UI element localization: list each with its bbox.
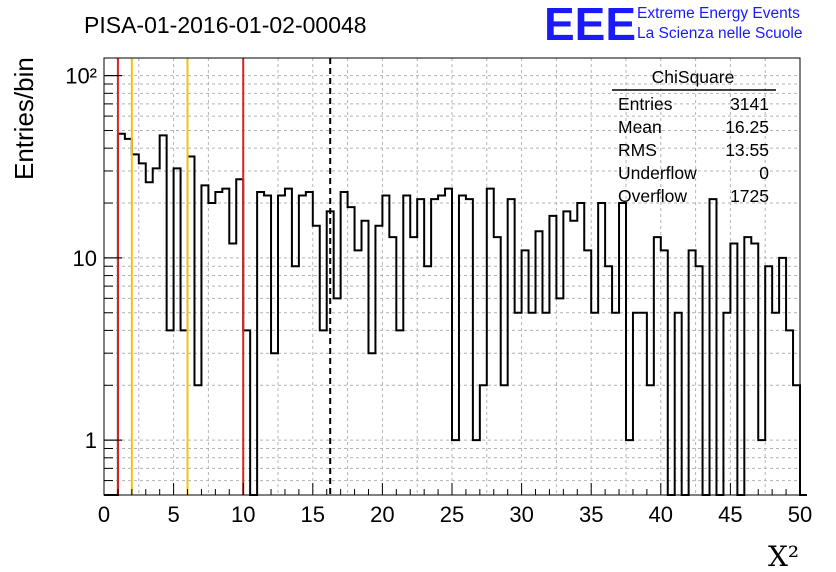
y-tick-label: 10: [73, 246, 97, 271]
stats-label: Mean: [618, 117, 662, 137]
chart-title: PISA-01-2016-01-02-00048: [84, 12, 367, 38]
reference-lines: [116, 58, 332, 495]
x-tick-label: 45: [718, 502, 742, 527]
stats-value: 0: [759, 163, 769, 183]
x-tick-labels: 0 5 10 15 20 25 30 35 40 45 50: [98, 502, 812, 527]
eee-logo-mark: EEE: [544, 0, 636, 50]
eee-logo-line1: Extreme Energy Events: [637, 5, 800, 22]
y-tick-label: 10²: [65, 64, 97, 89]
stats-label: Overflow: [618, 186, 687, 206]
stats-box: ChiSquare Entries 3141 Mean 16.25 RMS 13.55 Un…: [612, 67, 776, 206]
stats-name: ChiSquare: [652, 67, 735, 87]
x-axis-title: Χ²: [768, 540, 799, 572]
y-tick-label: 1: [85, 428, 97, 453]
x-tick-label: 10: [231, 502, 255, 527]
x-tick-label: 35: [579, 502, 603, 527]
eee-logo: EEE Extreme Energy Events La Scienza nel…: [544, 0, 802, 50]
histogram-outline: [104, 132, 807, 496]
stats-label: RMS: [618, 140, 657, 160]
x-tick-label: 50: [788, 502, 812, 527]
x-tick-label: 15: [301, 502, 325, 527]
stats-value: 13.55: [725, 140, 769, 160]
x-tick-label: 40: [649, 502, 673, 527]
eee-logo-line2: La Scienza nelle Scuole: [637, 25, 802, 42]
x-tick-label: 25: [440, 502, 464, 527]
stats-value: 1725: [730, 186, 769, 206]
x-tick-label: 5: [167, 502, 179, 527]
x-tick-label: 0: [98, 502, 110, 527]
y-axis-title: Entries/bin: [9, 57, 39, 180]
x-tick-label: 20: [370, 502, 394, 527]
y-tick-labels: 1 10 10²: [65, 64, 97, 453]
x-tick-label: 30: [509, 502, 533, 527]
stats-value: 16.25: [725, 117, 769, 137]
stats-label: Entries: [618, 94, 673, 114]
plot-frame: [103, 57, 801, 496]
stats-label: Underflow: [618, 163, 697, 183]
stats-value: 3141: [730, 94, 769, 114]
stats-rows: Entries 3141 Mean 16.25 RMS 13.55 Underflow 0 Ov…: [618, 94, 769, 206]
